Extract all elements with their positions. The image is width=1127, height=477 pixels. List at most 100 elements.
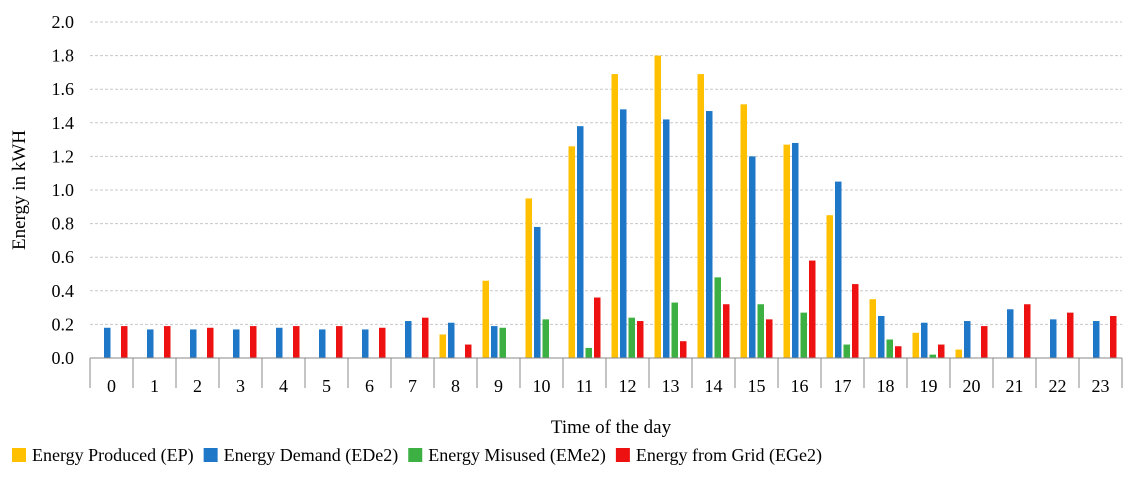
- bar: [611, 74, 618, 358]
- bar: [809, 260, 816, 358]
- bar: [964, 321, 971, 358]
- y-tick-label: 0.0: [52, 348, 75, 368]
- bar: [1093, 321, 1100, 358]
- bar: [525, 198, 532, 358]
- x-axis-title: Time of the day: [551, 417, 672, 438]
- bar: [620, 109, 627, 358]
- bar: [835, 181, 842, 358]
- bar: [499, 327, 506, 358]
- legend: Energy Produced (EP) Energy Demand (EDe2)…: [12, 445, 822, 466]
- x-tick-label: 1: [150, 376, 159, 396]
- y-tick-label: 1.2: [52, 146, 75, 166]
- x-tick-label: 20: [963, 376, 981, 396]
- x-tick-label: 0: [107, 376, 116, 396]
- x-tick-label: 18: [877, 376, 895, 396]
- bar: [723, 304, 730, 358]
- x-tick-labels: 0 1 2 3 4 5 6 7 8 9 10 11 12 13 14 15 16 17 18 19 20 21 22 23: [107, 376, 1110, 396]
- x-tick-label: 12: [619, 376, 637, 396]
- bar: [886, 339, 893, 358]
- bar: [585, 347, 592, 358]
- y-axis-title: Energy in kWH: [9, 130, 30, 250]
- x-tick-label: 2: [193, 376, 202, 396]
- bar: [680, 341, 687, 358]
- y-tick-label: 0.4: [52, 281, 75, 301]
- bar: [912, 332, 919, 358]
- x-tick-label: 17: [834, 376, 852, 396]
- bar: [439, 334, 446, 358]
- legend-label: Energy Produced (EP): [32, 445, 194, 466]
- bar: [671, 302, 678, 358]
- legend-label: Energy Demand (EDe2): [224, 445, 399, 466]
- x-tick-label: 9: [494, 376, 503, 396]
- y-tick-label: 1.0: [52, 180, 75, 200]
- legend-swatch: [12, 448, 26, 462]
- y-tick-label: 1.6: [52, 79, 75, 99]
- y-tick-label: 0.2: [52, 314, 75, 334]
- bar: [164, 326, 171, 358]
- bar: [1110, 316, 1117, 358]
- bar: [319, 329, 326, 358]
- gridlines: [90, 21, 1122, 325]
- bar: [190, 329, 197, 358]
- x-tick-label: 11: [576, 376, 593, 396]
- bar: [121, 326, 128, 358]
- axes: [89, 357, 1123, 388]
- bar: [233, 329, 240, 358]
- bar: [491, 326, 498, 358]
- bar: [628, 317, 635, 358]
- x-tick-label: 10: [533, 376, 551, 396]
- x-tick-label: 6: [365, 376, 374, 396]
- bar: [800, 312, 807, 358]
- bar: [276, 327, 283, 358]
- x-tick-label: 16: [791, 376, 809, 396]
- bar: [869, 299, 876, 358]
- y-tick-label: 1.8: [52, 46, 75, 66]
- bar: [147, 329, 154, 358]
- bars: [104, 55, 1117, 358]
- y-tick-label: 1.4: [52, 113, 75, 133]
- y-tick-label: 0.8: [52, 214, 75, 234]
- x-tick-label: 14: [705, 376, 723, 396]
- bar: [757, 304, 764, 358]
- bar: [749, 156, 756, 358]
- bar: [336, 326, 343, 358]
- bar: [405, 321, 412, 358]
- x-tick-label: 15: [748, 376, 766, 396]
- x-tick-label: 7: [408, 376, 417, 396]
- bar: [482, 280, 489, 358]
- bar: [955, 349, 962, 358]
- bar: [542, 319, 549, 358]
- bar: [1024, 304, 1031, 358]
- bar: [843, 344, 850, 358]
- x-tick-label: 8: [451, 376, 460, 396]
- bar: [766, 319, 773, 358]
- bar: [465, 344, 472, 358]
- y-tick-labels: 0.0 0.2 0.4 0.6 0.8 1.0 1.2 1.4 1.6 1.8 2.0: [52, 12, 75, 368]
- bar: [637, 321, 644, 358]
- x-tick-label: 21: [1006, 376, 1024, 396]
- bar: [207, 327, 214, 358]
- y-tick-label: 2.0: [52, 12, 75, 32]
- bar: [929, 354, 936, 358]
- x-tick-label: 3: [236, 376, 245, 396]
- legend-swatch: [408, 448, 423, 462]
- bar: [921, 322, 928, 358]
- bar: [250, 326, 257, 358]
- x-tick-label: 4: [279, 376, 288, 396]
- bar: [448, 322, 455, 358]
- bar: [981, 326, 988, 358]
- bar: [534, 226, 541, 358]
- bar: [362, 329, 369, 358]
- legend-swatch: [203, 448, 218, 462]
- bar: [577, 126, 584, 358]
- bar: [783, 144, 790, 358]
- bar: [1050, 319, 1057, 358]
- x-tick-label: 23: [1092, 376, 1110, 396]
- bar: [852, 284, 859, 358]
- bar: [826, 215, 833, 358]
- bar: [1007, 309, 1014, 358]
- bar: [379, 327, 386, 358]
- bar: [878, 316, 885, 358]
- bar: [1067, 312, 1074, 358]
